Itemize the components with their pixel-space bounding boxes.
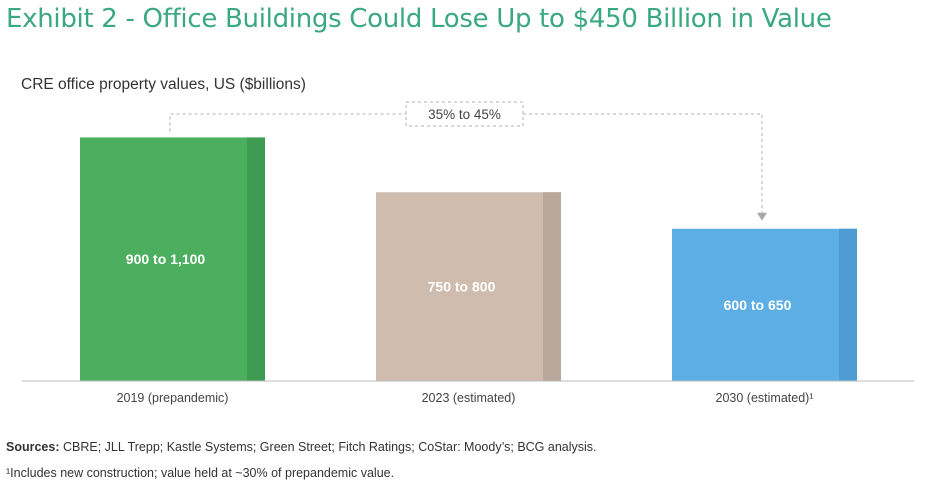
data-label-3: 600 to 650 [724, 297, 792, 313]
bar-shade-3 [839, 228, 857, 381]
sources-note: Sources: CBRE; JLL Trepp; Kastle Systems… [6, 440, 597, 454]
x-tick-label-1: 2019 (prepandemic) [117, 391, 229, 405]
bar-1 [80, 137, 265, 381]
data-label-1: 900 to 1,100 [126, 251, 206, 267]
annotation-bracket-left [169, 113, 406, 132]
sources-text: CBRE; JLL Trepp; Kastle Systems; Green S… [59, 440, 597, 454]
x-tick-label-3: 2030 (estimated)¹ [716, 391, 814, 405]
bar-shade-2 [543, 192, 561, 381]
bar-2 [376, 192, 561, 381]
chart-subtitle: CRE office property values, US ($billion… [21, 76, 306, 93]
chart-title: Exhibit 2 - Office Buildings Could Lose … [6, 4, 832, 34]
annotation-arrowhead [757, 212, 767, 221]
annotation-bracket-right [523, 113, 763, 213]
annotation-box [405, 101, 524, 127]
data-label-2: 750 to 800 [428, 279, 496, 295]
footnote: ¹Includes new construction; value held a… [6, 466, 395, 480]
bar-chart: 900 to 1,100 2019 (prepandemic) 750 to 800… [22, 101, 914, 405]
bar-3 [672, 228, 857, 381]
annotation-label: 35% to 45% [428, 107, 501, 122]
x-tick-label-2: 2023 (estimated) [422, 391, 516, 405]
sources-label: Sources: [6, 440, 60, 454]
bar-shade-1 [247, 137, 265, 381]
